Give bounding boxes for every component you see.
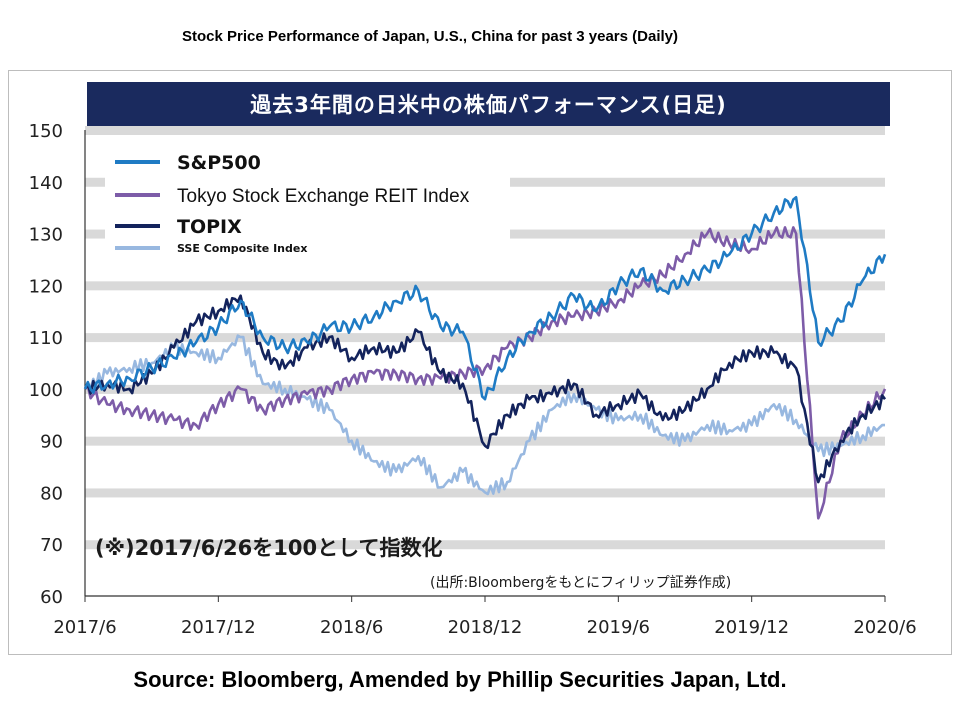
legend: S&P500 Tokyo Stock Exchange REIT Index TOP… — [105, 146, 510, 255]
x-tick-label: 2017/12 — [181, 617, 256, 638]
y-tick-label: 80 — [40, 483, 63, 504]
y-tick-label: 100 — [29, 380, 63, 401]
index-note: (※)2017/6/26を100として指数化 — [95, 536, 442, 560]
series-line — [83, 226, 887, 520]
series-line — [83, 196, 887, 401]
legend-label: S&P500 — [177, 152, 261, 174]
x-tick-label: 2017/6 — [53, 617, 116, 638]
grid-band — [85, 126, 885, 135]
chart-frame — [8, 70, 952, 655]
grid-band — [85, 281, 885, 291]
legend-box — [105, 146, 510, 250]
x-tick-label: 2018/6 — [320, 617, 383, 638]
y-tick-label: 120 — [29, 276, 63, 297]
series-lines — [83, 196, 887, 520]
chart-heading: Stock Price Performance of Japan, U.S., … — [181, 28, 678, 45]
x-tick-label: 2020/6 — [853, 617, 916, 638]
source-note: (出所:Bloombergをもとにフィリップ証券作成) — [430, 575, 731, 591]
chart-banner-title: 過去3年間の日米中の株価パフォーマンス(日足) — [87, 82, 890, 126]
grid-band — [85, 436, 885, 446]
grid-band — [85, 333, 885, 343]
y-axis-ticks: 60 70 80 90 100 110 120 130 140 150 — [29, 121, 63, 608]
footer-source: Source: Bloomberg, Amended by Phillip Se… — [133, 667, 787, 692]
legend-label: SSE Composite Index — [177, 242, 307, 255]
y-tick-label: 60 — [40, 587, 63, 608]
legend-label: Tokyo Stock Exchange REIT Index — [177, 186, 470, 207]
y-tick-label: 110 — [29, 328, 63, 349]
series-line — [83, 334, 885, 496]
x-tick-label: 2018/12 — [448, 617, 523, 638]
x-tick-label: 2019/6 — [587, 617, 650, 638]
y-tick-label: 140 — [29, 173, 63, 194]
x-tick-label: 2019/12 — [714, 617, 789, 638]
y-tick-label: 150 — [29, 121, 63, 142]
y-tick-label: 90 — [40, 432, 63, 453]
grid-band — [85, 384, 885, 394]
series-line — [83, 294, 887, 484]
legend-label: TOPIX — [177, 216, 242, 238]
y-tick-label: 70 — [40, 535, 63, 556]
y-tick-label: 130 — [29, 225, 63, 246]
grid-band — [85, 540, 885, 550]
x-axis-ticks: 2017/6 2017/12 2018/6 2018/12 2019/6 2019/12 2… — [53, 596, 917, 638]
